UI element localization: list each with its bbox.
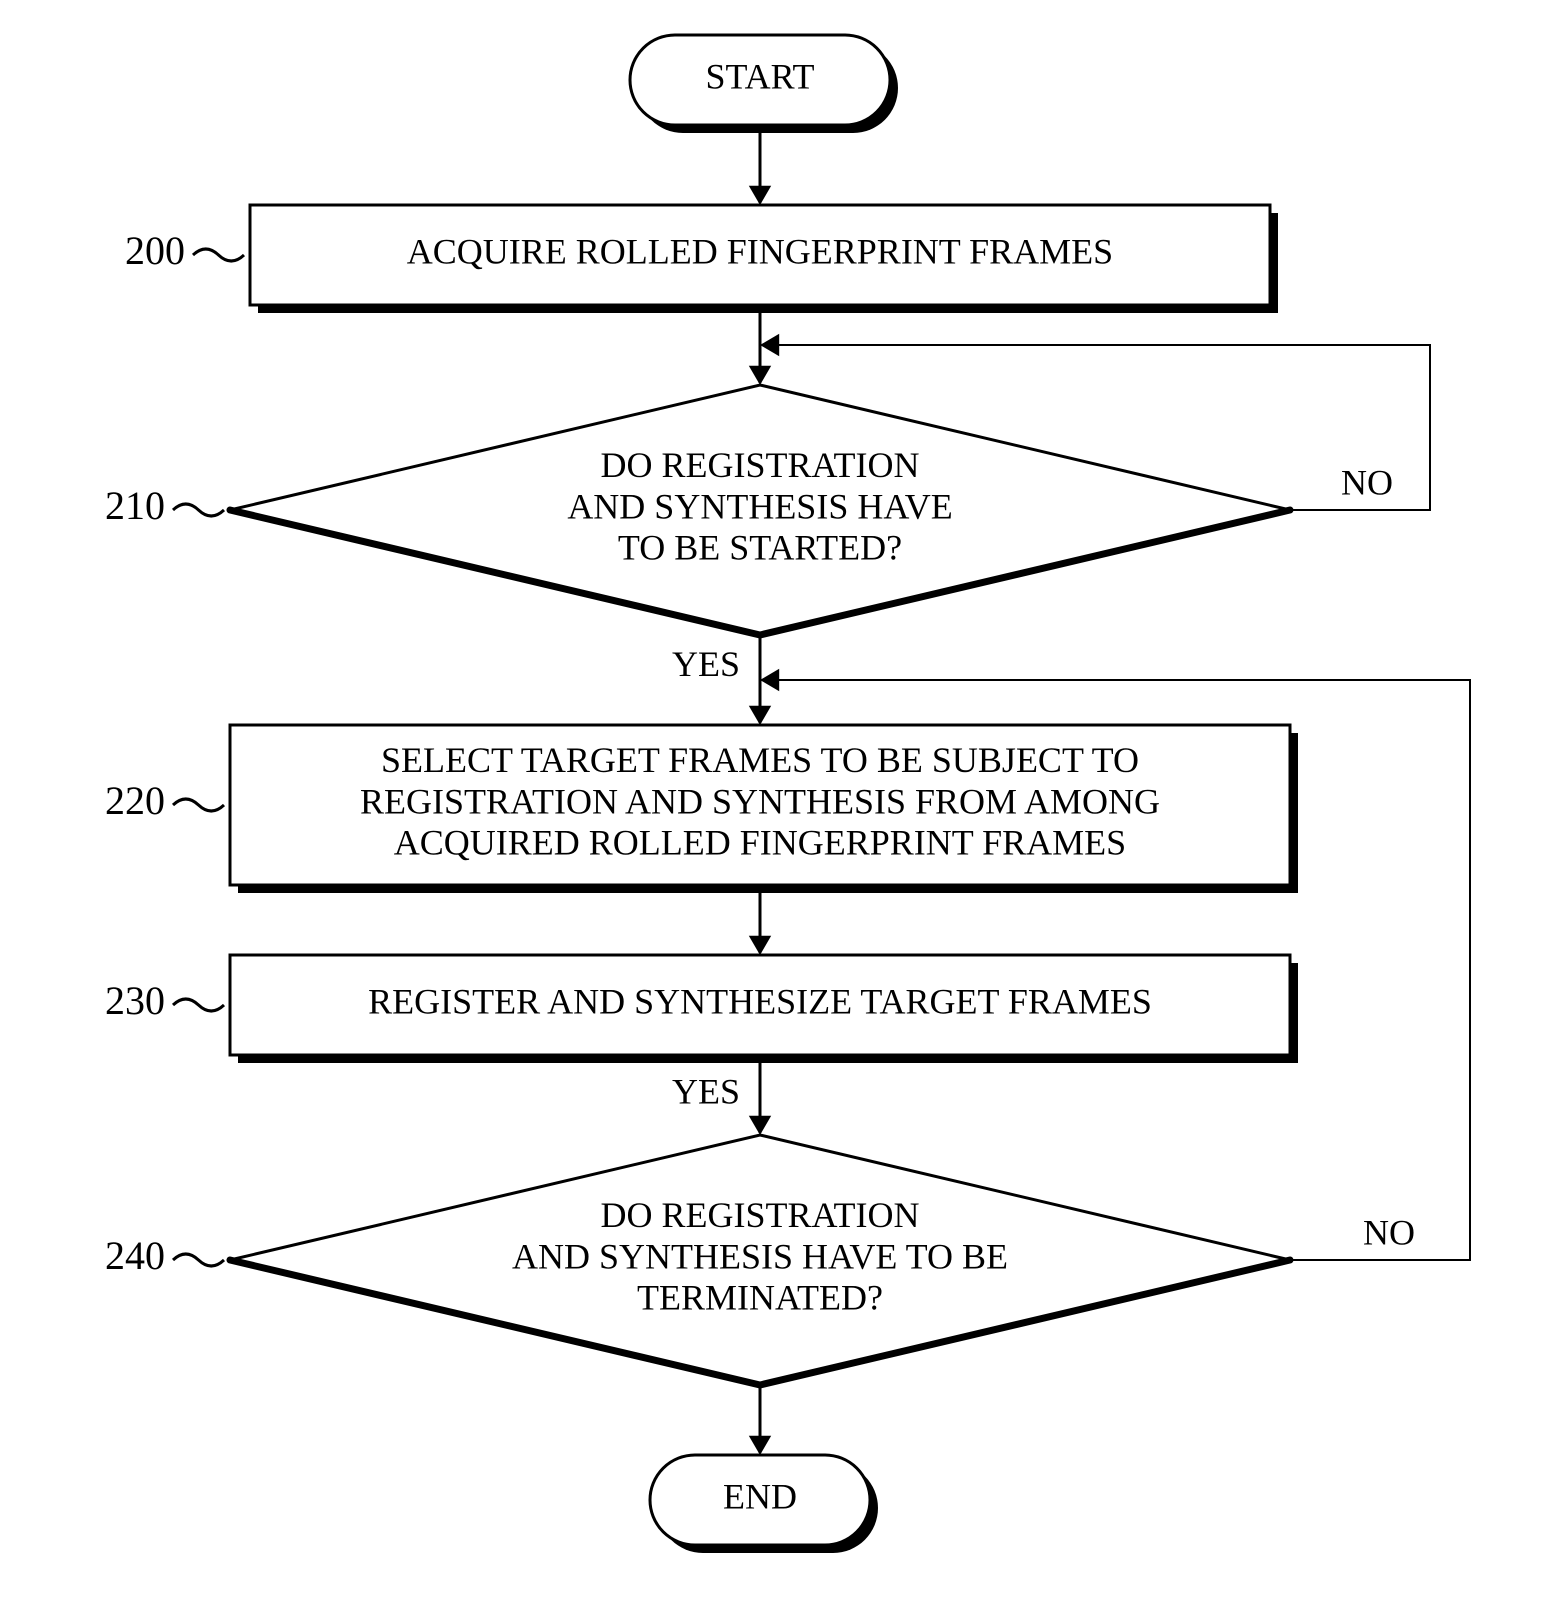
svg-text:REGISTER AND SYNTHESIZE TARGET: REGISTER AND SYNTHESIZE TARGET FRAMES bbox=[368, 981, 1152, 1021]
flowchart-diagram: START ACQUIRE ROLLED FINGERPRINT FRAMES 20… bbox=[0, 0, 1563, 1608]
svg-text:END: END bbox=[723, 1476, 797, 1516]
svg-text:220: 220 bbox=[105, 778, 165, 823]
svg-text:START: START bbox=[706, 56, 815, 96]
svg-text:ACQUIRED ROLLED FINGERPRINT FR: ACQUIRED ROLLED FINGERPRINT FRAMES bbox=[394, 823, 1126, 863]
svg-text:NO: NO bbox=[1341, 462, 1393, 502]
svg-text:DO REGISTRATION: DO REGISTRATION bbox=[601, 1195, 920, 1235]
svg-text:ACQUIRE ROLLED FINGERPRINT FRA: ACQUIRE ROLLED FINGERPRINT FRAMES bbox=[407, 231, 1113, 271]
svg-text:SELECT TARGET FRAMES TO BE SUB: SELECT TARGET FRAMES TO BE SUBJECT TO bbox=[381, 740, 1139, 780]
svg-text:AND SYNTHESIS HAVE TO BE: AND SYNTHESIS HAVE TO BE bbox=[512, 1236, 1008, 1276]
svg-text:REGISTRATION AND SYNTHESIS FRO: REGISTRATION AND SYNTHESIS FROM AMONG bbox=[360, 781, 1160, 821]
svg-text:NO: NO bbox=[1363, 1212, 1415, 1252]
svg-text:TERMINATED?: TERMINATED? bbox=[637, 1278, 883, 1318]
svg-text:YES: YES bbox=[672, 1071, 740, 1111]
svg-text:DO REGISTRATION: DO REGISTRATION bbox=[601, 445, 920, 485]
svg-text:240: 240 bbox=[105, 1233, 165, 1278]
svg-text:YES: YES bbox=[672, 644, 740, 684]
svg-text:200: 200 bbox=[125, 228, 185, 273]
svg-text:210: 210 bbox=[105, 483, 165, 528]
svg-text:AND SYNTHESIS HAVE: AND SYNTHESIS HAVE bbox=[567, 486, 952, 526]
svg-text:TO BE STARTED?: TO BE STARTED? bbox=[618, 528, 902, 568]
svg-text:230: 230 bbox=[105, 978, 165, 1023]
